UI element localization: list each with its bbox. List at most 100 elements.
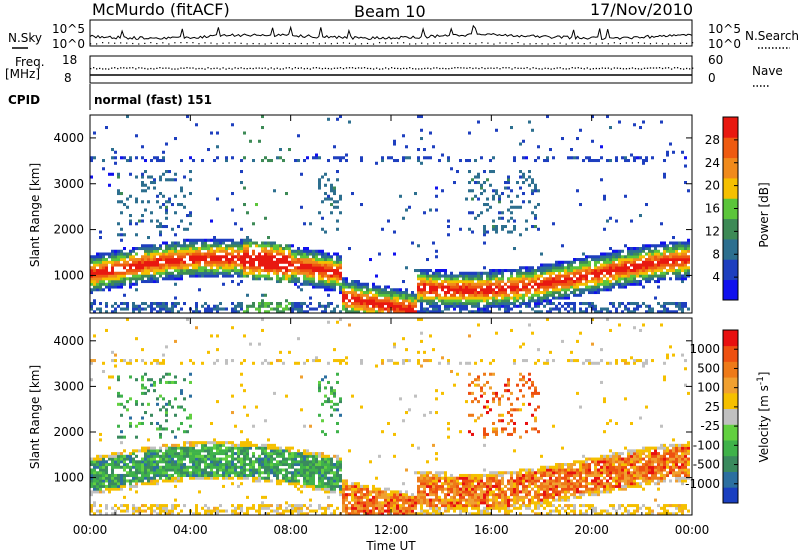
velocity-cell [198, 449, 201, 453]
power-cell [294, 282, 297, 286]
power-cell [171, 304, 174, 308]
power-cell [579, 271, 582, 275]
power-cell [480, 293, 483, 297]
velocity-cell [129, 460, 132, 464]
power-cell [366, 310, 369, 314]
power-cell [312, 252, 315, 256]
velocity-cell [120, 452, 123, 456]
power-cell [627, 271, 630, 275]
velocity-cell [171, 473, 174, 477]
velocity-cell [186, 446, 189, 450]
velocity-cell [216, 348, 219, 352]
power-cell [177, 260, 180, 264]
velocity-cell [309, 471, 312, 475]
velocity-cell [117, 424, 120, 428]
power-cell [99, 271, 102, 275]
power-cell [558, 291, 561, 295]
power-cell [483, 189, 486, 193]
velocity-cell [321, 487, 324, 491]
nsearch-point [517, 42, 519, 44]
velocity-cell [324, 484, 327, 488]
power-cell [642, 274, 645, 278]
power-cell [567, 274, 570, 278]
velocity-cell [333, 484, 336, 488]
power-cell [171, 241, 174, 245]
power-cell [363, 304, 366, 308]
power-cell [639, 266, 642, 270]
power-cell [177, 302, 180, 306]
power-cell [582, 302, 585, 306]
power-cell [534, 225, 537, 229]
power-cell [180, 307, 183, 311]
power-cell [129, 269, 132, 273]
power-cell [147, 252, 150, 256]
power-cell [138, 219, 141, 223]
nave-point [276, 67, 278, 69]
velocity-cell [252, 473, 255, 477]
nave-point [207, 67, 209, 69]
velocity-cell [120, 457, 123, 461]
colorbar-cell [723, 137, 738, 159]
nave-point [231, 68, 233, 70]
power-cell [117, 172, 120, 176]
power-cell [336, 200, 339, 204]
velocity-cell [117, 452, 120, 456]
power-cell [225, 249, 228, 253]
power-cell [312, 156, 315, 160]
nave-point [658, 67, 661, 69]
power-cell [324, 269, 327, 273]
velocity-cell [306, 460, 309, 464]
power-cell [636, 156, 639, 160]
power-cell [378, 252, 381, 256]
power-cell [213, 255, 216, 259]
power-cell [141, 302, 144, 306]
power-cell [675, 252, 678, 256]
power-cell [321, 266, 324, 270]
power-cell [393, 296, 396, 300]
power-cell [150, 302, 153, 306]
velocity-cell [213, 454, 216, 458]
power-cell [558, 288, 561, 292]
power-cell [216, 244, 219, 248]
power-cell [132, 271, 135, 275]
power-cell [189, 178, 192, 182]
power-cell [501, 293, 504, 297]
power-cell [588, 291, 591, 295]
power-cell [168, 244, 171, 248]
nsearch-point [589, 42, 591, 44]
nsearch-point [499, 42, 501, 44]
power-cell [276, 307, 279, 311]
power-cell [657, 249, 660, 253]
power-cell [570, 263, 573, 267]
power-cell [219, 244, 222, 248]
noise-right-tick-top: 10^5 [708, 22, 741, 36]
velocity-cell [324, 476, 327, 480]
velocity-cell [315, 454, 318, 458]
power-cell [642, 255, 645, 259]
velocity-cell [225, 471, 228, 475]
nave-point [541, 68, 543, 70]
power-cell [372, 307, 375, 311]
power-cell [201, 274, 204, 278]
power-cell [633, 260, 636, 264]
power-cell [417, 282, 420, 286]
power-cell [174, 241, 177, 245]
power-cell [207, 252, 210, 256]
power-cell [177, 252, 180, 256]
power-cell [480, 156, 483, 160]
power-cell [519, 304, 522, 308]
velocity-cell [231, 452, 234, 456]
velocity-cell [204, 465, 207, 469]
power-cell [291, 302, 294, 306]
power-cell [312, 269, 315, 273]
power-cell [480, 192, 483, 196]
power-cell [672, 266, 675, 270]
power-cell [438, 310, 441, 314]
power-cell [231, 302, 234, 306]
velocity-cell [174, 339, 177, 343]
nave-point [520, 67, 522, 69]
velocity-cell [189, 380, 192, 384]
velocity-cell [147, 389, 150, 393]
power-cell [495, 230, 498, 234]
power-cell [309, 269, 312, 273]
